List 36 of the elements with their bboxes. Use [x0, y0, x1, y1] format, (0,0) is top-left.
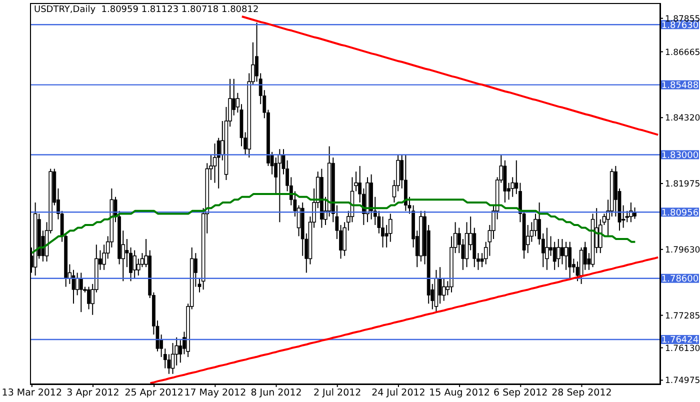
y-tick-label: 1.76130: [665, 344, 700, 354]
chart-title: USDTRY,Daily 1.80959 1.81123 1.80718 1.80812: [34, 5, 259, 15]
x-tick-label: 17 May 2012: [184, 388, 246, 399]
x-tick-label: 28 Sep 2012: [552, 388, 612, 399]
line-series: [240, 15, 660, 136]
x-tick-label: 24 Jul 2012: [372, 388, 426, 399]
x-tick-label: 25 Apr 2012: [124, 388, 184, 399]
candlestick: [132, 250, 136, 279]
x-tick-label: 2 Jul 2012: [313, 388, 362, 399]
ref-line-label: 1.76424: [661, 336, 699, 346]
candlestick: [442, 278, 446, 302]
ref-line-label: 1.85488: [661, 81, 699, 92]
candlestick: [560, 238, 564, 265]
line-series: [149, 256, 660, 384]
x-tick-label: 3 Apr 2012: [66, 388, 120, 399]
candlestick: [568, 241, 572, 279]
y-tick-label: 1.79630: [665, 245, 700, 256]
y-tick-label: 1.77285: [665, 311, 700, 322]
candlestick: [87, 286, 90, 310]
y-tick-label: 1.74975: [665, 376, 700, 386]
candlestick: [79, 272, 83, 313]
candlestick: [564, 241, 568, 270]
x-tick-label: 13 Mar 2012: [2, 388, 62, 399]
candlestick: [545, 227, 549, 270]
candlestick: [556, 238, 560, 268]
ref-line-label: 1.83000: [661, 150, 699, 161]
y-tick-label: 1.86665: [665, 48, 700, 58]
y-tick-label: 1.84320: [665, 114, 700, 124]
ref-line-label: 1.80956: [661, 208, 699, 218]
x-tick-label: 8 Jun 2012: [250, 388, 302, 399]
y-tick-label: 1.81975: [665, 180, 700, 190]
x-tick-label: 6 Sep 2012: [494, 388, 548, 399]
candlestick: [510, 176, 514, 198]
x-tick-label: 15 Aug 2012: [429, 388, 490, 399]
candlestick: [438, 266, 442, 304]
ref-line-label: 1.78600: [661, 274, 699, 285]
